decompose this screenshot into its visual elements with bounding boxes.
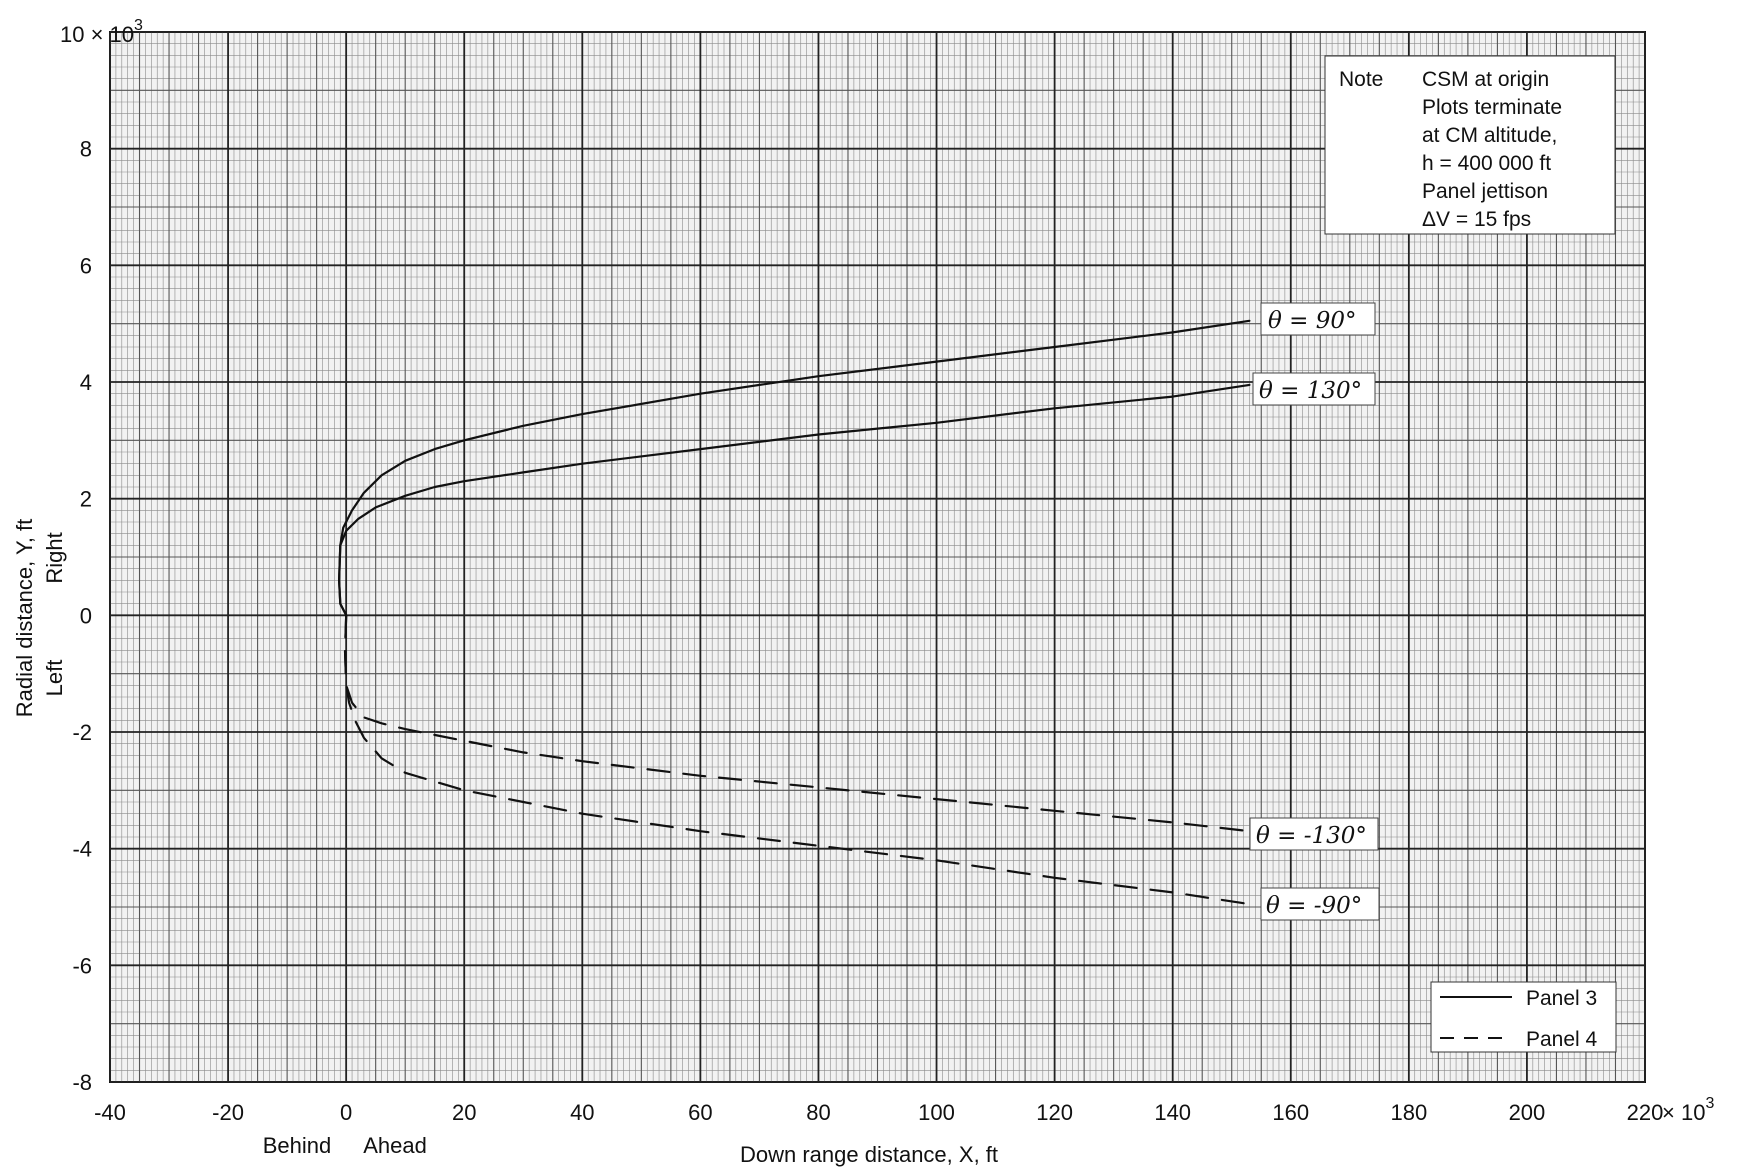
curve-label-theta-neg130: θ = -130° xyxy=(1249,817,1379,851)
legend-label: Panel 3 xyxy=(1526,987,1597,1010)
note-line: CSM at origin xyxy=(1422,68,1549,91)
x-behind-label: Behind xyxy=(263,1133,332,1158)
series-line-3 xyxy=(343,614,1251,906)
series-line-1 xyxy=(338,383,1251,617)
x-tick-label: 140 xyxy=(1154,1100,1191,1125)
note-box: Note CSM at origin Plots terminate at CM… xyxy=(1324,55,1616,235)
y-left-label: Left xyxy=(42,660,67,697)
curve-label-theta-130: θ = 130° xyxy=(1252,372,1376,406)
y-tick-label: 4 xyxy=(80,370,92,395)
curve-label-text: θ = 90° xyxy=(1268,308,1357,334)
legend-label: Panel 4 xyxy=(1526,1028,1598,1051)
note-heading: Note xyxy=(1339,68,1383,91)
y-tick-label: 8 xyxy=(80,137,92,162)
y-tick-label: -6 xyxy=(72,953,92,978)
x-tick-label: 120 xyxy=(1036,1100,1073,1125)
y-tick-labels: -8 -6 -4 -2 0 2 4 6 8 xyxy=(72,137,92,1095)
x-tick-label: 60 xyxy=(688,1100,712,1125)
curve-label-text: θ = 130° xyxy=(1259,378,1362,404)
x-axis-label: Down range distance, X, ft xyxy=(740,1142,998,1167)
curve-label-text: θ = -130° xyxy=(1256,823,1367,849)
x-tick-label: 220 xyxy=(1627,1100,1664,1125)
y-tick-label: 2 xyxy=(80,487,92,512)
x-multiplier: × 103 xyxy=(1662,1095,1714,1125)
x-tick-label: 200 xyxy=(1509,1100,1546,1125)
x-ahead-label: Ahead xyxy=(363,1133,427,1158)
x-tick-label: 180 xyxy=(1390,1100,1427,1125)
x-tick-label: 160 xyxy=(1272,1100,1309,1125)
x-tick-label: 100 xyxy=(918,1100,955,1125)
x-tick-label: 40 xyxy=(570,1100,594,1125)
curve-label-theta-90: θ = 90° xyxy=(1260,302,1376,336)
curve-label-text: θ = -90° xyxy=(1266,893,1362,919)
grid-major xyxy=(109,31,1646,1083)
y-tick-label: 6 xyxy=(80,253,92,278)
curve-label-theta-neg90: θ = -90° xyxy=(1260,887,1380,921)
x-tick-label: 20 xyxy=(452,1100,476,1125)
note-line: ΔV = 15 fps xyxy=(1422,208,1531,231)
x-tick-label: -40 xyxy=(94,1100,126,1125)
y-tick-label: -8 xyxy=(72,1070,92,1095)
y-multiplier: 10 × 103 xyxy=(60,17,143,47)
y-tick-label: -4 xyxy=(72,837,92,862)
y-axis-label: Radial distance, Y, ft xyxy=(12,519,37,718)
y-tick-label: 0 xyxy=(80,603,92,628)
x-tick-label: -20 xyxy=(212,1100,244,1125)
note-line: h = 400 000 ft xyxy=(1422,152,1551,175)
x-tick-label: 0 xyxy=(340,1100,352,1125)
note-line: Plots terminate xyxy=(1422,96,1562,119)
legend: Panel 3 Panel 4 xyxy=(1430,981,1617,1053)
note-line: Panel jettison xyxy=(1422,180,1548,203)
series-layer xyxy=(338,319,1251,906)
series-line-2 xyxy=(343,614,1251,833)
y-tick-label: -2 xyxy=(72,720,92,745)
x-tick-labels: -40 -20 0 20 40 60 80 100 120 140 160 180 200 220 xyxy=(94,1100,1663,1125)
note-line: at CM altitude, xyxy=(1422,124,1557,147)
x-tick-label: 80 xyxy=(806,1100,830,1125)
y-right-label: Right xyxy=(42,532,67,583)
